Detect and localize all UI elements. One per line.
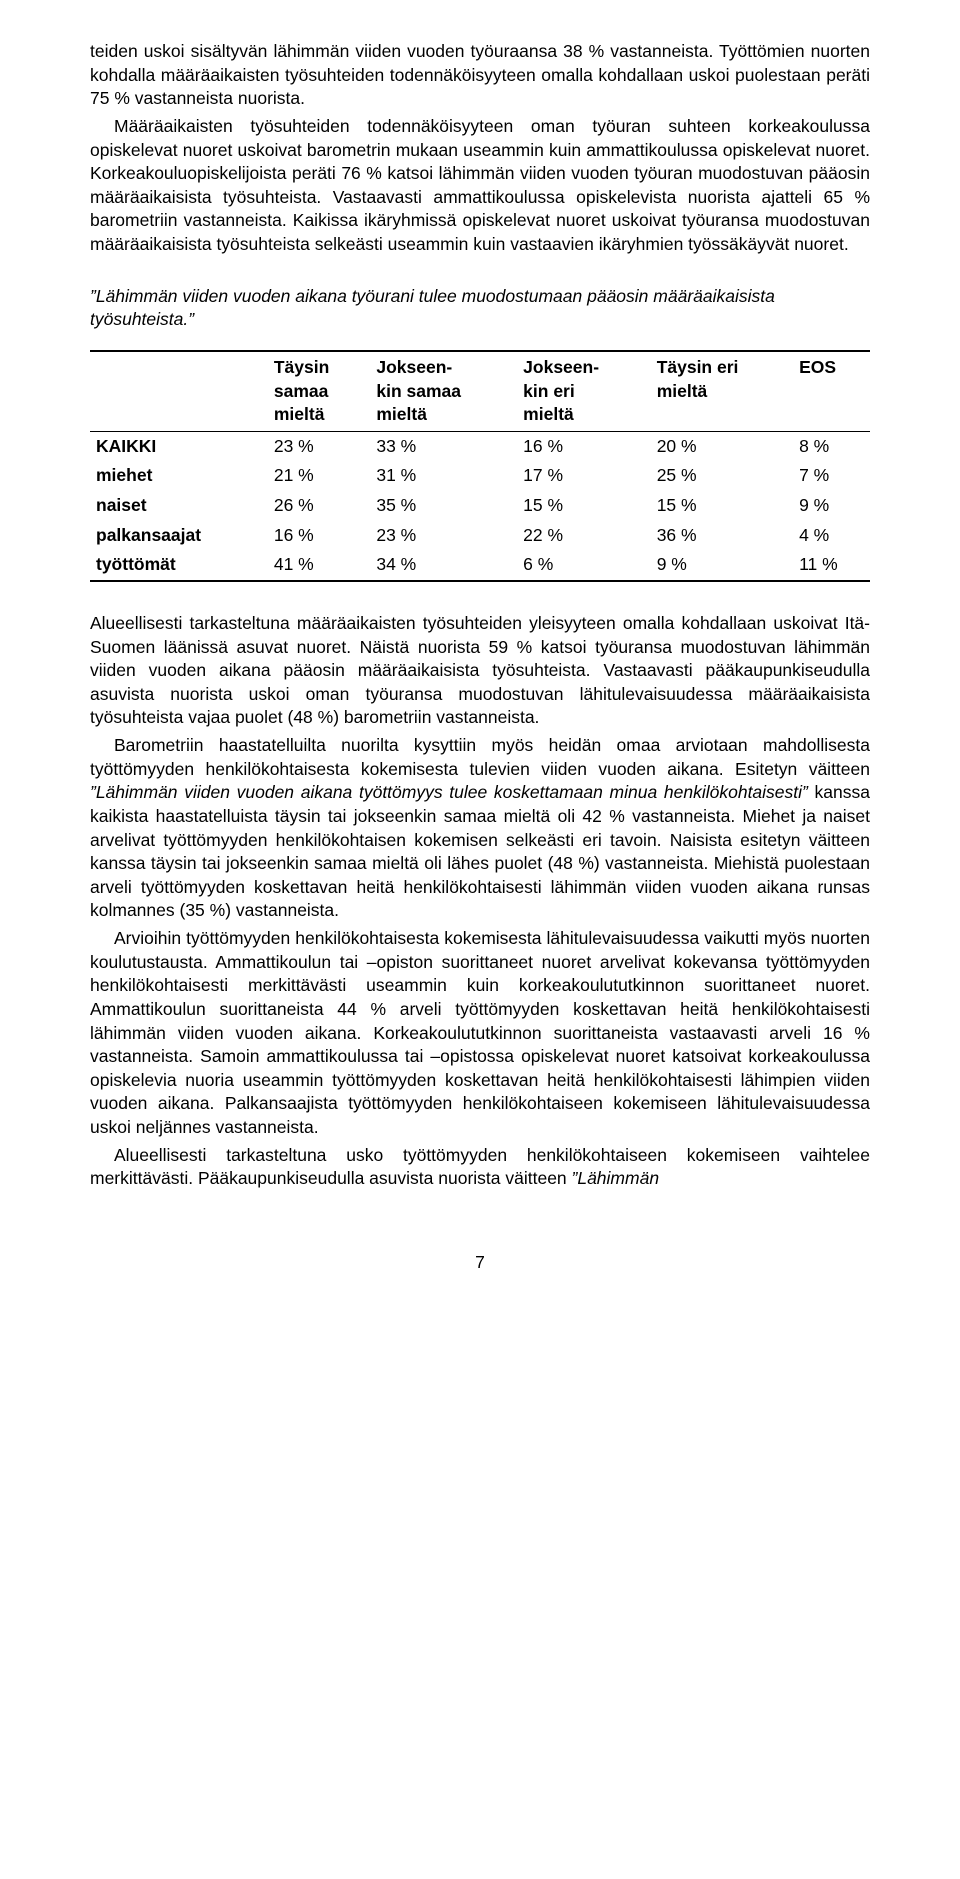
cell: 31 % <box>370 461 517 491</box>
col-4: Täysin eri mieltä <box>651 351 793 431</box>
col-5: EOS <box>793 351 870 431</box>
page: teiden uskoi sisältyvän lähimmän viiden … <box>0 0 960 1325</box>
para4-italic: ”Lähimmän viiden vuoden aikana työttömyy… <box>90 782 808 802</box>
cell: 25 % <box>651 461 793 491</box>
paragraph-1: teiden uskoi sisältyvän lähimmän viiden … <box>90 40 870 111</box>
cell: 15 % <box>651 491 793 521</box>
quote-block: ”Lähimmän viiden vuoden aikana työurani … <box>90 285 870 332</box>
paragraph-2: Määräaikaisten työsuhteiden todennäköisy… <box>90 115 870 257</box>
cell: 17 % <box>517 461 651 491</box>
para6-part-a: Alueellisesti tarkasteltuna usko työttöm… <box>90 1145 870 1189</box>
cell: 36 % <box>651 521 793 551</box>
cell: 9 % <box>651 550 793 581</box>
row-label: työttömät <box>90 550 268 581</box>
col-empty <box>90 351 268 431</box>
para6-italic: ”Lähimmän <box>572 1168 660 1188</box>
paragraph-5: Arvioihin työttömyyden henkilökohtaisest… <box>90 927 870 1140</box>
table-row: miehet 21 % 31 % 17 % 25 % 7 % <box>90 461 870 491</box>
cell: 21 % <box>268 461 370 491</box>
paragraph-3: Alueellisesti tarkasteltuna määräaikaist… <box>90 612 870 730</box>
para4-part-b: kanssa kaikista haastatelluista täysin t… <box>90 782 870 920</box>
cell: 16 % <box>517 431 651 461</box>
cell: 6 % <box>517 550 651 581</box>
cell: 8 % <box>793 431 870 461</box>
cell: 16 % <box>268 521 370 551</box>
cell: 9 % <box>793 491 870 521</box>
cell: 7 % <box>793 461 870 491</box>
cell: 22 % <box>517 521 651 551</box>
table-header-row: Täysin samaa mieltä Jokseen- kin samaa m… <box>90 351 870 431</box>
cell: 23 % <box>268 431 370 461</box>
para4-part-a: Barometriin haastatelluilta nuorilta kys… <box>90 735 870 779</box>
cell: 23 % <box>370 521 517 551</box>
row-label: palkansaajat <box>90 521 268 551</box>
cell: 41 % <box>268 550 370 581</box>
table-row: naiset 26 % 35 % 15 % 15 % 9 % <box>90 491 870 521</box>
page-number: 7 <box>90 1251 870 1275</box>
results-table: Täysin samaa mieltä Jokseen- kin samaa m… <box>90 350 870 582</box>
table-row: palkansaajat 16 % 23 % 22 % 36 % 4 % <box>90 521 870 551</box>
cell: 15 % <box>517 491 651 521</box>
col-1: Täysin samaa mieltä <box>268 351 370 431</box>
cell: 26 % <box>268 491 370 521</box>
cell: 35 % <box>370 491 517 521</box>
table-row: työttömät 41 % 34 % 6 % 9 % 11 % <box>90 550 870 581</box>
cell: 20 % <box>651 431 793 461</box>
row-label: naiset <box>90 491 268 521</box>
col-2: Jokseen- kin samaa mieltä <box>370 351 517 431</box>
col-3: Jokseen- kin eri mieltä <box>517 351 651 431</box>
row-label: KAIKKI <box>90 431 268 461</box>
cell: 33 % <box>370 431 517 461</box>
table-row: KAIKKI 23 % 33 % 16 % 20 % 8 % <box>90 431 870 461</box>
cell: 11 % <box>793 550 870 581</box>
row-label: miehet <box>90 461 268 491</box>
paragraph-6: Alueellisesti tarkasteltuna usko työttöm… <box>90 1144 870 1191</box>
cell: 34 % <box>370 550 517 581</box>
cell: 4 % <box>793 521 870 551</box>
paragraph-4: Barometriin haastatelluilta nuorilta kys… <box>90 734 870 923</box>
